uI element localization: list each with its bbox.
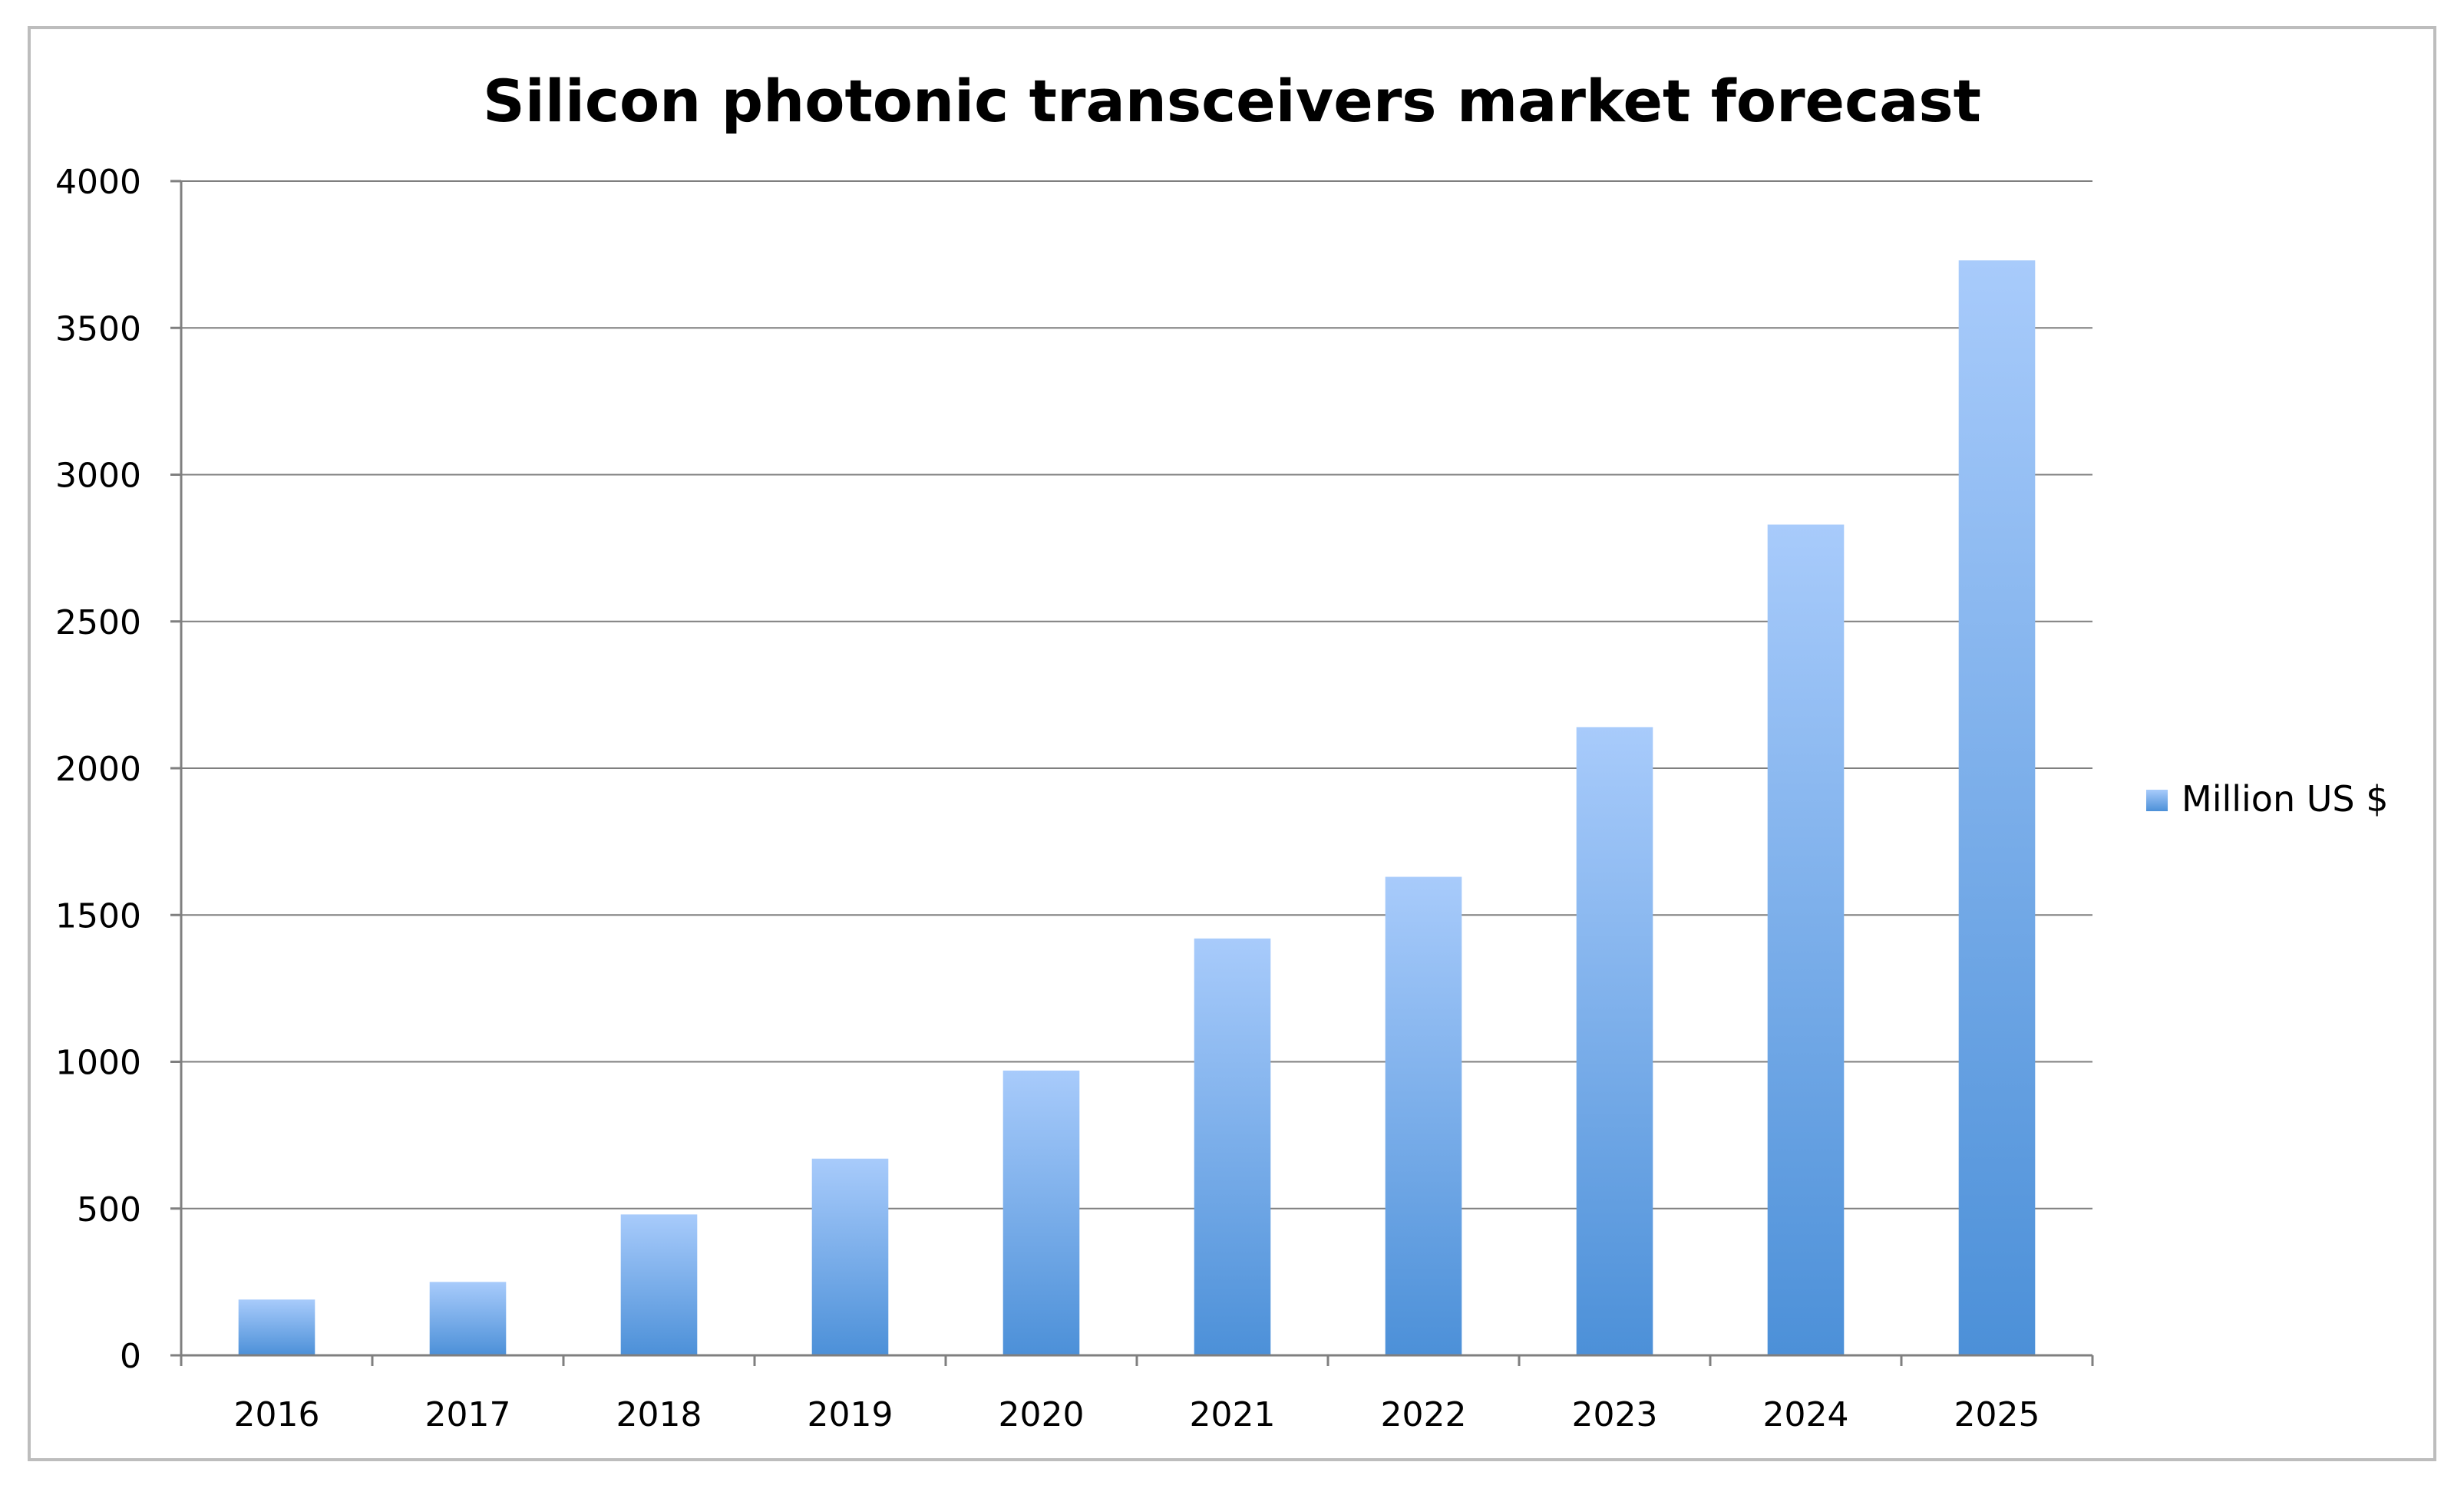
chart-title: Silicon photonic transceivers market for… (483, 67, 1981, 135)
y-tick-label: 500 (77, 1190, 141, 1229)
y-tick-label: 0 (120, 1337, 141, 1376)
y-tick-label: 1500 (55, 896, 141, 936)
x-tick-label: 2017 (425, 1395, 511, 1434)
axes (170, 180, 2094, 1366)
y-tick-label: 1000 (55, 1044, 141, 1083)
x-tick-label: 2021 (1190, 1395, 1276, 1434)
legend: Million US $ (2146, 778, 2389, 820)
bar-2016 (238, 1299, 315, 1355)
bar-2025 (1958, 260, 2036, 1355)
x-tick-label: 2024 (1763, 1395, 1849, 1434)
x-tick-label: 2023 (1572, 1395, 1658, 1434)
y-tick-label: 3000 (55, 457, 141, 496)
y-tick-label: 4000 (55, 163, 141, 202)
x-tick-label: 2019 (808, 1395, 893, 1434)
legend-label: Million US $ (2182, 778, 2389, 820)
bar-2018 (620, 1214, 698, 1355)
bar-2017 (429, 1282, 507, 1355)
x-tick-labels: 2016 2017 2018 2019 2020 2021 2022 2023 2024 2025 (234, 1395, 2040, 1434)
x-tick-label: 2016 (234, 1395, 320, 1434)
bar-2024 (1767, 524, 1845, 1355)
bar-2020 (1002, 1070, 1080, 1355)
x-tick-label: 2025 (1954, 1395, 2040, 1434)
bar-2022 (1385, 876, 1462, 1355)
x-tick-label: 2020 (999, 1395, 1085, 1434)
bar-2019 (811, 1158, 889, 1355)
bar-2023 (1576, 727, 1653, 1355)
x-tick-label: 2022 (1381, 1395, 1467, 1434)
bars (238, 260, 2036, 1355)
y-tick-label: 2500 (55, 603, 141, 642)
legend-swatch (2146, 790, 2168, 811)
y-tick-label: 3500 (55, 309, 141, 348)
y-tick-labels: 0 500 1000 1500 2000 2500 3000 3500 4000 (55, 163, 141, 1376)
y-tick-label: 2000 (55, 750, 141, 789)
x-tick-label: 2018 (616, 1395, 702, 1434)
bar-2021 (1194, 938, 1271, 1355)
